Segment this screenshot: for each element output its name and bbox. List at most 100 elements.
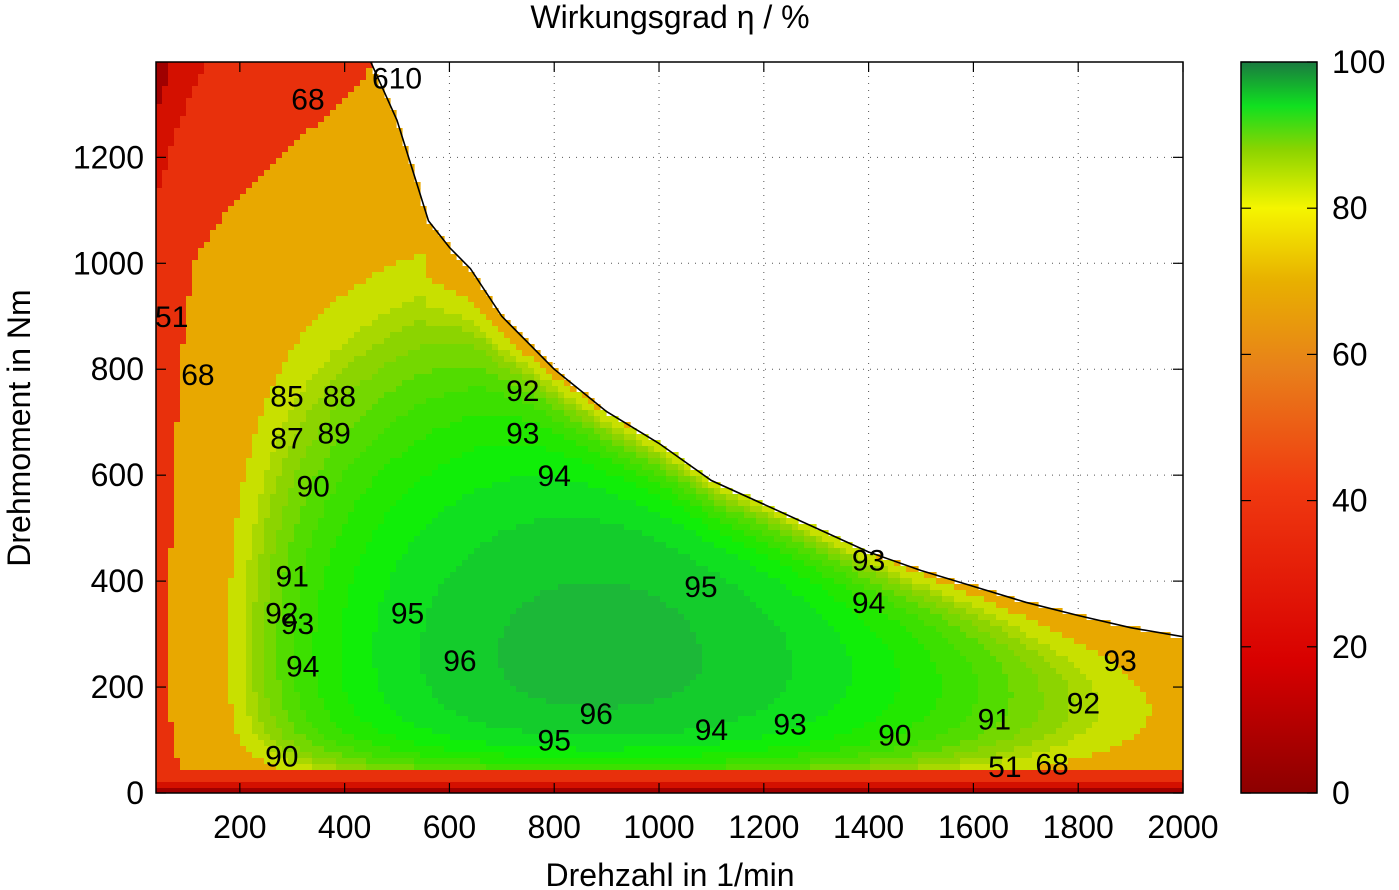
contour-cell: [444, 518, 451, 525]
contour-cell: [690, 476, 697, 483]
contour-cell: [462, 500, 469, 507]
contour-cell: [630, 440, 637, 447]
contour-cell: [204, 62, 211, 69]
contour-cell: [204, 398, 211, 405]
contour-cell: [384, 284, 391, 291]
contour-cell: [246, 110, 253, 117]
contour-cell: [582, 398, 589, 405]
contour-cell: [312, 356, 319, 363]
contour-cell: [294, 242, 301, 249]
contour-cell: [588, 440, 595, 447]
contour-cell: [396, 146, 403, 153]
contour-cell: [222, 416, 229, 423]
contour-cell: [600, 536, 607, 543]
contour-cell: [324, 506, 331, 513]
contour-cell: [684, 470, 691, 477]
contour-cell: [390, 182, 397, 189]
contour-cell: [204, 524, 211, 531]
contour-cell: [162, 128, 169, 135]
contour-cell: [270, 296, 277, 303]
contour-cell: [342, 146, 349, 153]
contour-cell: [552, 416, 559, 423]
contour-cell: [384, 140, 391, 147]
contour-cell: [672, 530, 679, 537]
contour-cell: [306, 188, 313, 195]
contour-cell: [438, 356, 445, 363]
contour-cell: [462, 350, 469, 357]
contour-cell: [570, 458, 577, 465]
contour-cell: [294, 80, 301, 87]
contour-cell: [228, 86, 235, 93]
contour-cell: [336, 224, 343, 231]
contour-cell: [288, 182, 295, 189]
contour-cell: [408, 434, 415, 441]
contour-cell: [462, 482, 469, 489]
contour-cell: [372, 458, 379, 465]
contour-cell: [276, 170, 283, 177]
contour-cell: [396, 200, 403, 207]
contour-cell: [186, 374, 193, 381]
contour-cell: [216, 80, 223, 87]
contour-cell: [198, 74, 205, 81]
contour-cell: [540, 452, 547, 459]
contour-cell: [546, 404, 553, 411]
contour-cell: [636, 476, 643, 483]
contour-cell: [258, 482, 265, 489]
contour-cell: [426, 488, 433, 495]
contour-cell: [264, 206, 271, 213]
contour-cell: [324, 266, 331, 273]
contour-cell: [168, 404, 175, 411]
contour-cell: [282, 92, 289, 99]
contour-cell: [486, 452, 493, 459]
contour-cell: [552, 470, 559, 477]
contour-cell: [168, 266, 175, 273]
contour-cell: [228, 290, 235, 297]
contour-cell: [342, 152, 349, 159]
contour-cell: [330, 470, 337, 477]
contour-cell: [294, 362, 301, 369]
contour-cell: [198, 434, 205, 441]
contour-cell: [228, 296, 235, 303]
contour-cell: [432, 476, 439, 483]
contour-cell: [474, 458, 481, 465]
contour-cell: [156, 146, 163, 153]
contour-cell: [318, 212, 325, 219]
contour-cell: [264, 122, 271, 129]
contour-cell: [246, 230, 253, 237]
contour-cell: [180, 506, 187, 513]
contour-cell: [360, 308, 367, 315]
contour-cell: [540, 434, 547, 441]
contour-cell: [216, 272, 223, 279]
contour-cell: [414, 338, 421, 345]
contour-cell: [420, 308, 427, 315]
contour-cell: [366, 302, 373, 309]
contour-cell: [366, 518, 373, 525]
contour-cell: [570, 410, 577, 417]
contour-cell: [552, 500, 559, 507]
contour-cell: [282, 278, 289, 285]
contour-cell: [360, 260, 367, 267]
contour-cell: [450, 416, 457, 423]
contour-cell: [300, 146, 307, 153]
contour-cell: [342, 158, 349, 165]
contour-cell: [270, 536, 277, 543]
contour-cell: [366, 200, 373, 207]
contour-cell: [642, 524, 649, 531]
contour-cell: [444, 428, 451, 435]
contour-cell: [264, 68, 271, 75]
contour-cell: [396, 182, 403, 189]
contour-cell: [288, 212, 295, 219]
contour-cell: [480, 476, 487, 483]
contour-cell: [246, 446, 253, 453]
contour-cell: [426, 368, 433, 375]
contour-cell: [558, 506, 565, 513]
contour-cell: [204, 152, 211, 159]
contour-cell: [420, 446, 427, 453]
contour-cell: [612, 476, 619, 483]
contour-cell: [234, 512, 241, 519]
contour-cell: [210, 260, 217, 267]
contour-cell: [276, 86, 283, 93]
contour-cell: [636, 470, 643, 477]
contour-cell: [276, 422, 283, 429]
contour-cell: [240, 254, 247, 261]
